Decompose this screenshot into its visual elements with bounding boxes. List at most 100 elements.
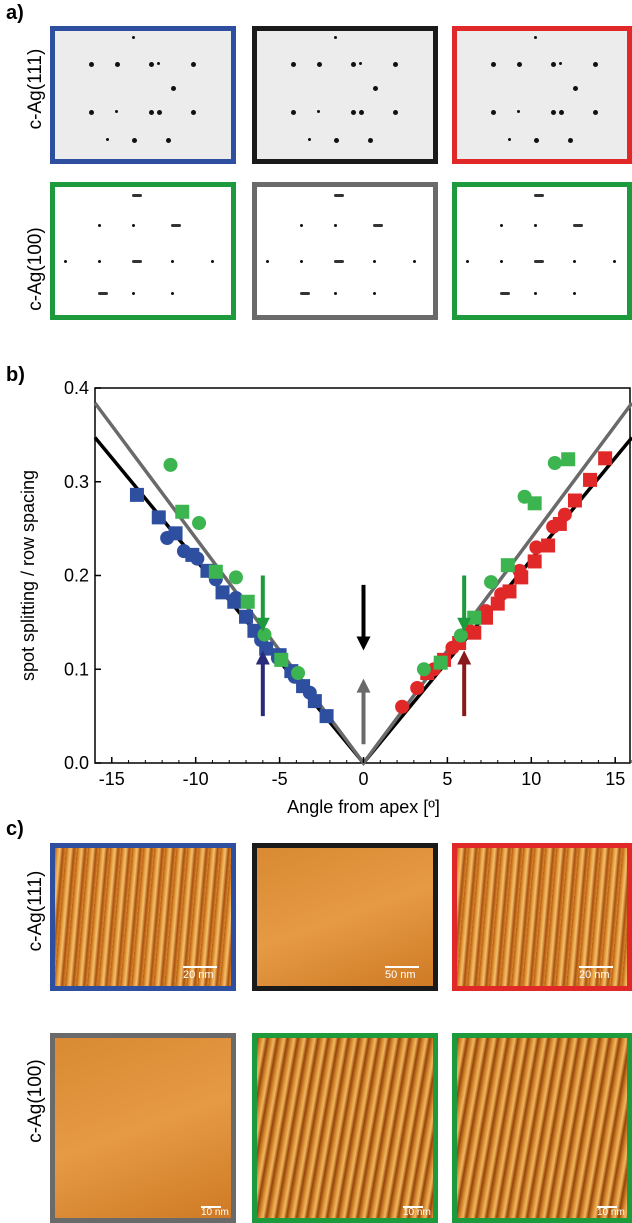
x-tick-label: 0	[358, 769, 368, 789]
diffraction-spot	[533, 260, 544, 264]
diffraction-spot	[350, 61, 356, 67]
data-point-circle	[445, 640, 460, 655]
diffraction-spot	[299, 223, 303, 227]
diffraction-spot	[97, 260, 101, 264]
stm-frame: 20 nm	[50, 843, 236, 991]
scale-bar-label: 10 nm	[403, 1207, 431, 1218]
leed-frame	[452, 26, 632, 164]
diffraction-spot	[165, 138, 171, 144]
diffraction-spot	[499, 291, 510, 295]
diffraction-spot	[131, 291, 135, 295]
data-point-square	[215, 585, 230, 600]
leed-frame	[50, 182, 236, 320]
diffraction-spot	[333, 223, 337, 227]
panel-a-row1-label: c-Ag(111)	[25, 48, 46, 130]
diffraction-spot	[265, 260, 269, 264]
diffraction-spot	[533, 138, 539, 144]
diffraction-spot	[291, 110, 296, 116]
diffraction-spot	[359, 110, 364, 116]
scale-bar-label: 20 nm	[579, 969, 610, 981]
diffraction-spot	[211, 260, 215, 264]
data-point-circle	[257, 627, 272, 642]
y-tick-label: 0.1	[64, 659, 89, 679]
diffraction-spot	[114, 61, 120, 67]
diffraction-spot	[372, 85, 378, 91]
data-point-circle	[160, 531, 175, 545]
x-tick-label: 15	[605, 769, 625, 789]
data-point-circle	[453, 628, 468, 643]
stm-frame: 50 nm	[252, 843, 438, 991]
diffraction-spot	[572, 85, 578, 91]
data-point-circle	[494, 587, 509, 602]
diffraction-spot	[299, 291, 310, 295]
diffraction-spot	[157, 110, 162, 116]
y-tick-label: 0.4	[64, 378, 89, 398]
data-point-circle	[484, 575, 499, 590]
data-point-circle	[192, 516, 207, 530]
indicator-arrow	[255, 575, 270, 632]
x-tick-label: -5	[272, 769, 288, 789]
data-point-circle	[512, 563, 527, 578]
diffraction-spot	[191, 110, 196, 116]
y-tick-label: 0.0	[64, 753, 89, 773]
diffraction-spot	[157, 61, 160, 65]
diffraction-spot	[299, 260, 303, 264]
diffraction-spot	[170, 291, 174, 295]
data-point-square	[541, 538, 556, 553]
diffraction-spot	[350, 110, 356, 116]
y-tick-label: 0.2	[64, 566, 89, 586]
diffraction-spot	[508, 138, 511, 142]
leed-frame	[252, 26, 438, 164]
stm-frame: 10 nm	[50, 1033, 236, 1223]
diffraction-spot	[333, 194, 344, 198]
diffraction-spot	[372, 291, 376, 295]
data-point-circle	[416, 662, 431, 677]
diffraction-spot	[97, 291, 108, 295]
diffraction-spot	[170, 85, 176, 91]
diffraction-spot	[333, 35, 337, 39]
indicator-arrow	[457, 650, 472, 717]
diffraction-spot	[131, 194, 142, 198]
scale-bar	[385, 966, 419, 968]
data-point-circle	[410, 681, 425, 695]
data-point-circle	[395, 699, 410, 714]
diffraction-spot	[593, 61, 598, 67]
data-point-circle	[529, 540, 544, 555]
x-tick-label: -15	[99, 769, 125, 789]
diffraction-spot	[316, 61, 322, 67]
data-point-circle	[163, 457, 178, 472]
scale-bar	[597, 1206, 617, 1208]
diffraction-spot	[491, 61, 496, 67]
x-tick-label: 5	[442, 769, 452, 789]
diffraction-spot	[131, 35, 135, 39]
diffraction-spot	[613, 260, 617, 264]
diffraction-spot	[533, 291, 537, 295]
diffraction-spot	[516, 110, 520, 114]
panel-c-row2-label: c-Ag(100)	[25, 1059, 46, 1143]
diffraction-spot	[572, 291, 576, 295]
y-tick-label: 0.3	[64, 472, 89, 492]
panel-b-letter: b)	[6, 364, 25, 386]
indicator-arrow	[457, 575, 472, 632]
scale-bar-label: 10 nm	[597, 1207, 625, 1218]
diffraction-spot	[413, 260, 417, 264]
scale-bar-label: 20 nm	[183, 969, 214, 981]
y-axis-label: spot splitting / row spacing	[18, 470, 38, 681]
diffraction-spot	[367, 138, 373, 144]
data-point-circle	[302, 685, 317, 700]
diffraction-spot	[499, 260, 503, 264]
diffraction-spot	[499, 223, 503, 227]
leed-frame	[252, 182, 438, 320]
diffraction-spot	[316, 110, 320, 114]
data-point-square	[274, 652, 289, 667]
data-point-square	[467, 610, 482, 625]
data-point-square	[151, 510, 166, 525]
diffraction-spot	[533, 194, 544, 198]
panel-c-row1-label: c-Ag(111)	[25, 870, 46, 952]
indicator-arrow	[356, 678, 371, 745]
diffraction-spot	[572, 260, 576, 264]
data-point-square	[175, 504, 190, 519]
indicator-arrow	[356, 584, 371, 651]
stm-frame: 20 nm	[452, 843, 632, 991]
diffraction-spot	[148, 110, 154, 116]
